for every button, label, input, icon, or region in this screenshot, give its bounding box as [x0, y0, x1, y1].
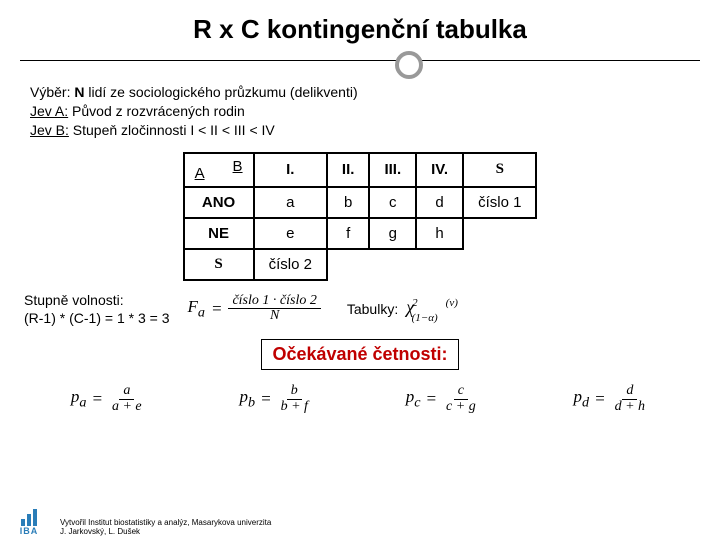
ab-B: B	[233, 158, 243, 175]
footer: IBA Vytvořil Institut biostatistiky a an…	[6, 506, 271, 536]
chi-expr: χ2(1−α)(ν)	[406, 297, 458, 321]
intro-block: Výběr: N lidí ze sociologického průzkumu…	[0, 77, 720, 144]
footer-l2: J. Jarkovský, L. Dušek	[60, 527, 271, 536]
col-IV: IV.	[416, 153, 463, 187]
intro-l2-rest: Původ z rozvrácených rodin	[68, 103, 245, 119]
contingency-table: A B I. II. III. IV. S ANO a b c d číslo …	[183, 152, 538, 281]
fa-den: N	[266, 309, 283, 324]
intro-l1-pre: Výběr:	[30, 84, 74, 100]
chi-nu: (ν)	[446, 297, 458, 309]
col-III: III.	[369, 153, 416, 187]
cell-b: b	[327, 187, 370, 218]
fa-num: číslo 1 · číslo 2	[228, 294, 320, 310]
tabulky-label: Tabulky:	[347, 301, 398, 317]
cell-e: e	[254, 218, 327, 249]
cell-a: a	[254, 187, 327, 218]
fa-sub: a	[198, 304, 205, 320]
cell-h: h	[416, 218, 463, 249]
page-title: R x C kontingenční tabulka	[20, 14, 700, 45]
intro-l3-label: Jev B:	[30, 122, 69, 138]
col-sum: S	[463, 153, 536, 187]
cell-cislo1: číslo 1	[463, 187, 536, 218]
chi-sup: 2	[412, 297, 418, 309]
col-I: I.	[254, 153, 327, 187]
pa: pa= aa + e	[71, 384, 146, 414]
cell-cislo2: číslo 2	[254, 249, 327, 280]
footer-l1: Vytvořil Institut biostatistiky a analýz…	[60, 518, 271, 527]
dof-text: Stupně volnosti: (R-1) * (C-1) = 1 * 3 =…	[24, 291, 170, 327]
intro-l2-label: Jev A:	[30, 103, 68, 119]
title-rule	[20, 51, 700, 69]
fa-eq: =	[211, 299, 222, 319]
p-formulas: pa= aa + e pb= bb + f pc= cc + g pd= dd …	[0, 370, 720, 414]
pd: pd= dd + h	[574, 384, 650, 414]
fa-F: F	[188, 297, 198, 316]
row-sum: S	[184, 249, 254, 280]
pb: pb= bb + f	[240, 384, 312, 414]
pc: pc= cc + g	[406, 384, 480, 414]
iba-logo: IBA	[6, 506, 52, 536]
cell-f: f	[327, 218, 370, 249]
dof-l2: (R-1) * (C-1) = 1 * 3 = 3	[24, 309, 170, 327]
cell-c: c	[369, 187, 416, 218]
intro-l3-rest: Stupeň zločinnosti I < II < III < IV	[69, 122, 275, 138]
row-NE: NE	[184, 218, 254, 249]
row-ANO: ANO	[184, 187, 254, 218]
fa-formula: Fa = číslo 1 · číslo 2 N	[188, 294, 321, 324]
cell-d: d	[416, 187, 463, 218]
cell-g: g	[369, 218, 416, 249]
intro-l1-N: N	[74, 84, 84, 100]
intro-l1-post: lidí ze sociologického průzkumu (delikve…	[84, 84, 357, 100]
chi-sub: (1−α)	[412, 312, 438, 324]
ab-A: A	[195, 165, 205, 182]
col-II: II.	[327, 153, 370, 187]
dof-l1: Stupně volnosti:	[24, 291, 170, 309]
expected-heading: Očekávané četnosti:	[261, 339, 458, 370]
